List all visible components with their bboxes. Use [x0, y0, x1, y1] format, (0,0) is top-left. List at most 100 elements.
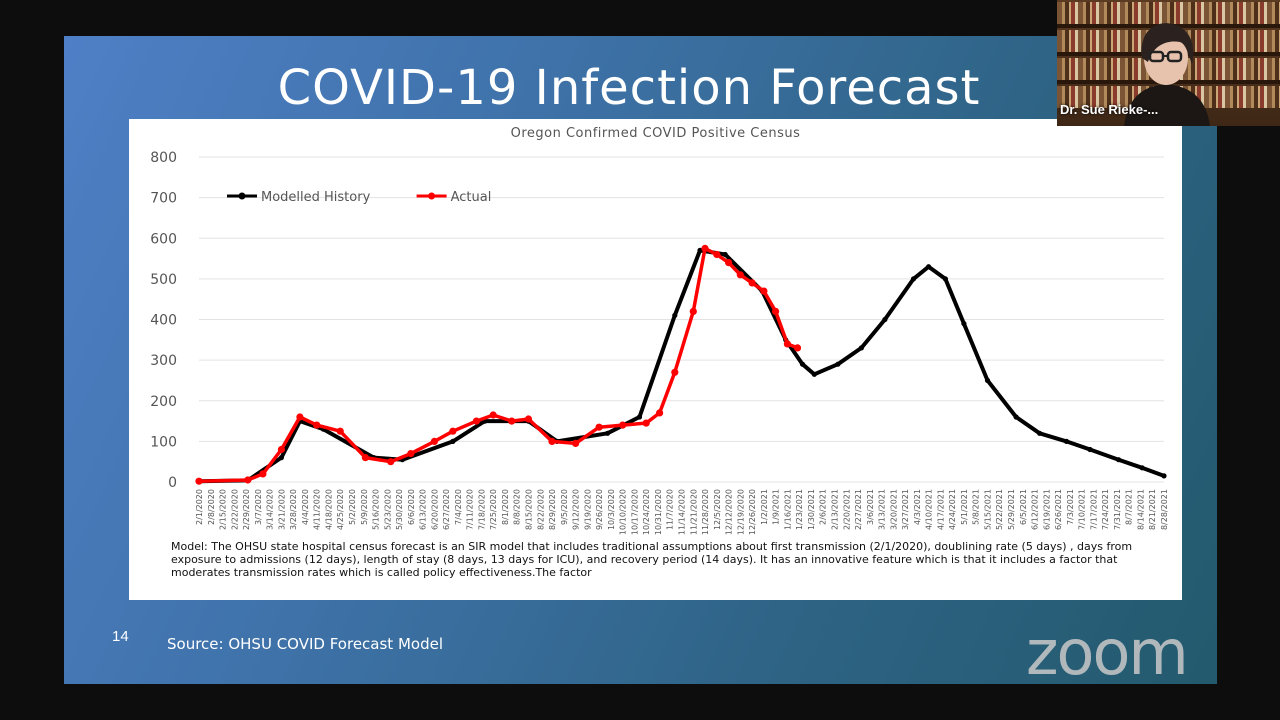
x-tick-label: 2/13/2021	[830, 489, 839, 530]
data-point	[910, 276, 917, 282]
x-tick-label: 10/17/2020	[630, 489, 639, 535]
y-tick-label: 400	[150, 313, 177, 329]
data-point	[760, 287, 768, 295]
x-tick-label: 10/31/2020	[654, 489, 663, 535]
data-point	[489, 411, 497, 419]
data-point	[926, 264, 932, 270]
legend-swatch-marker	[428, 192, 436, 200]
data-point	[313, 421, 321, 429]
y-tick-label: 300	[150, 353, 177, 369]
data-point	[882, 316, 888, 323]
x-tick-label: 5/22/2021	[995, 489, 1004, 530]
data-point	[449, 427, 457, 435]
data-point	[1087, 446, 1093, 453]
source-citation: Source: OHSU COVID Forecast Model	[167, 635, 443, 653]
series-line	[197, 248, 1166, 484]
x-tick-label: 12/5/2020	[713, 489, 722, 530]
x-tick-label: 11/7/2020	[666, 489, 675, 530]
zoom-watermark: zoom	[1026, 616, 1189, 689]
data-point	[783, 340, 792, 348]
data-point	[572, 439, 580, 447]
data-point	[725, 259, 733, 267]
data-point	[1037, 430, 1043, 436]
y-tick-label: 500	[150, 272, 177, 288]
x-tick-label: 1/9/2021	[772, 489, 781, 525]
x-tick-label: 6/6/2020	[407, 489, 416, 525]
x-tick-label: 6/12/2021	[1031, 489, 1040, 530]
chart-gridlines	[199, 156, 1164, 483]
x-tick-label: 1/30/2021	[807, 489, 816, 530]
x-tick-label: 4/17/2021	[936, 489, 945, 530]
x-tick-label: 7/25/2020	[489, 489, 498, 530]
x-tick-label: 5/23/2020	[383, 489, 392, 530]
y-axis-ticks: 0 100 200 300 400 500 600 700 800	[150, 150, 177, 491]
x-tick-label: 4/11/2020	[313, 489, 322, 530]
x-tick-label: 8/21/2021	[1148, 489, 1157, 530]
chart-series	[195, 244, 1167, 485]
data-point	[942, 276, 949, 282]
data-point	[701, 244, 709, 252]
y-tick-label: 700	[150, 191, 177, 207]
data-point	[508, 417, 516, 425]
x-tick-label: 2/15/2020	[219, 489, 228, 530]
data-point	[1116, 457, 1122, 463]
x-tick-label: 7/4/2020	[454, 489, 463, 525]
x-tick-label: 3/20/2021	[889, 489, 898, 530]
x-tick-label: 6/13/2020	[419, 489, 428, 530]
data-point	[259, 470, 267, 478]
x-tick-label: 4/3/2021	[913, 489, 922, 525]
x-tick-label: 11/28/2020	[701, 489, 710, 535]
speaker-name-label: Dr. Sue Rieke-...	[1060, 102, 1159, 117]
legend-label: Actual	[451, 190, 492, 205]
x-tick-label: 5/30/2020	[395, 489, 404, 530]
slide-number: 14	[112, 628, 129, 645]
data-point	[1161, 473, 1167, 479]
chart-panel: 0 100 200 300 400 500 600 700 800 2/1/2020 2/8/20…	[129, 119, 1182, 600]
data-point	[450, 438, 456, 444]
data-point	[195, 477, 203, 485]
x-tick-label: 2/29/2020	[242, 489, 251, 530]
x-tick-label: 2/27/2021	[854, 489, 863, 530]
x-tick-label: 9/19/2020	[583, 489, 592, 530]
data-point	[387, 458, 395, 466]
y-tick-label: 0	[168, 475, 177, 491]
x-tick-label: 7/18/2020	[477, 489, 486, 530]
x-tick-label: 10/3/2020	[607, 489, 616, 530]
x-tick-label: 9/26/2020	[595, 489, 604, 530]
x-tick-label: 5/9/2020	[360, 489, 369, 525]
x-tick-label: 12/12/2020	[725, 489, 734, 535]
x-tick-label: 5/1/2021	[960, 489, 969, 525]
x-tick-label: 2/22/2020	[230, 489, 239, 530]
x-tick-label: 9/5/2020	[560, 489, 569, 525]
data-point	[835, 361, 841, 367]
data-point	[277, 445, 285, 454]
x-tick-label: 6/5/2021	[1019, 489, 1028, 525]
y-tick-label: 200	[150, 394, 177, 410]
data-point	[636, 414, 643, 420]
x-tick-label: 8/15/2020	[525, 489, 534, 530]
data-point	[858, 345, 865, 351]
data-point	[548, 437, 556, 445]
y-tick-label: 100	[150, 434, 177, 450]
x-tick-label: 10/10/2020	[619, 489, 628, 535]
data-point	[799, 361, 806, 367]
x-tick-label: 4/24/2021	[948, 489, 957, 530]
data-point	[961, 321, 967, 327]
x-tick-label: 3/6/2021	[866, 489, 875, 525]
data-point	[793, 344, 802, 352]
data-point	[811, 371, 817, 377]
y-tick-label: 600	[150, 231, 177, 247]
data-point	[336, 427, 344, 435]
x-tick-label: 5/8/2021	[972, 489, 981, 525]
data-point	[722, 251, 728, 258]
x-tick-label: 12/19/2020	[736, 489, 745, 535]
x-tick-label: 5/29/2021	[1007, 489, 1016, 530]
x-tick-label: 8/8/2020	[513, 489, 522, 525]
x-tick-label: 7/11/2020	[466, 489, 475, 530]
x-tick-label: 2/1/2020	[195, 489, 204, 525]
x-tick-label: 12/26/2020	[748, 489, 757, 535]
legend-swatch-marker	[238, 192, 246, 200]
x-tick-label: 8/29/2020	[548, 489, 557, 530]
x-tick-label: 1/23/2021	[795, 489, 804, 530]
